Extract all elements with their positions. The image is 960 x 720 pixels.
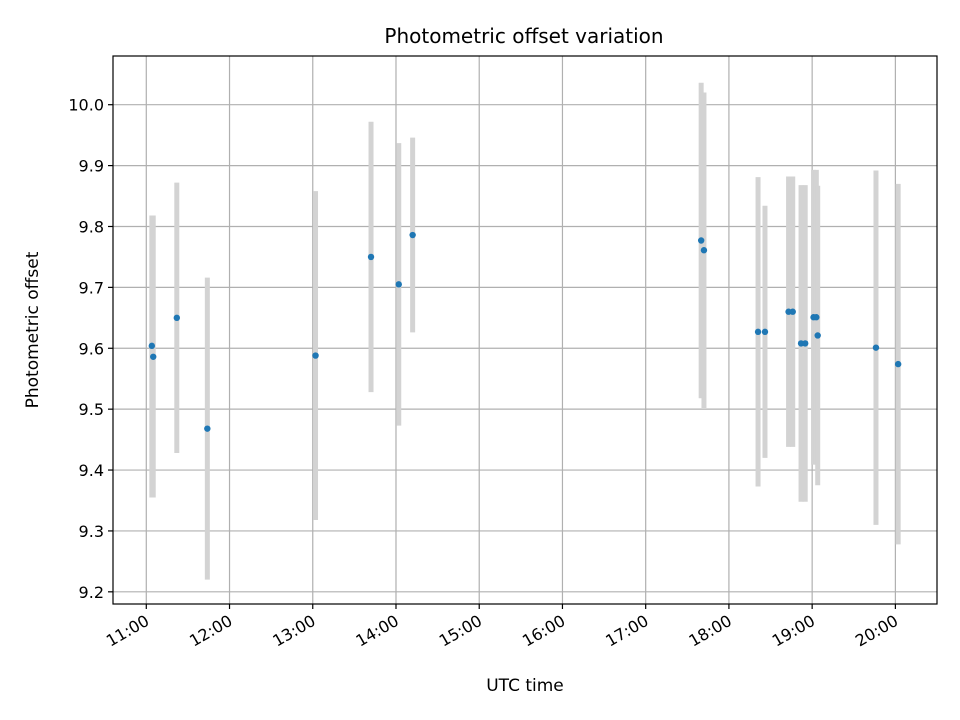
data-point [395, 281, 402, 288]
data-point [173, 314, 181, 322]
y-tick-label: 9.6 [79, 339, 104, 358]
y-axis-label: Photometric offset [23, 251, 43, 408]
data-point [894, 360, 902, 368]
data-point [697, 237, 705, 244]
y-tick-label: 10.0 [68, 96, 104, 115]
y-tick-label: 9.9 [79, 157, 104, 176]
data-point [204, 425, 211, 432]
data-point [802, 340, 809, 347]
y-tick-label: 9.5 [79, 400, 104, 419]
point-layer [148, 231, 902, 432]
data-point [700, 247, 708, 254]
y-tick-label: 9.7 [79, 278, 104, 297]
plot-frame [112, 55, 938, 605]
y-axis: 9.2 9.3 9.4 9.5 9.6 9.7 9.8 9.9 10.0 [68, 96, 113, 602]
data-point [814, 332, 821, 339]
chart-title: Photometric offset variation [384, 24, 663, 48]
data-point [312, 352, 319, 359]
y-tick-label: 9.3 [79, 522, 104, 541]
x-axis-label: UTC time [486, 676, 564, 696]
data-point [367, 253, 375, 261]
data-point [150, 353, 157, 360]
grid-layer [113, 56, 937, 604]
data-point [148, 342, 156, 350]
y-tick-label: 9.4 [79, 461, 104, 480]
y-tick-label: 9.8 [79, 217, 104, 236]
data-point [789, 308, 796, 315]
data-point [761, 328, 769, 336]
data-point [813, 314, 820, 321]
data-point [409, 231, 416, 239]
data-point [872, 344, 880, 351]
data-point [754, 328, 762, 336]
y-tick-label: 9.2 [79, 583, 104, 602]
